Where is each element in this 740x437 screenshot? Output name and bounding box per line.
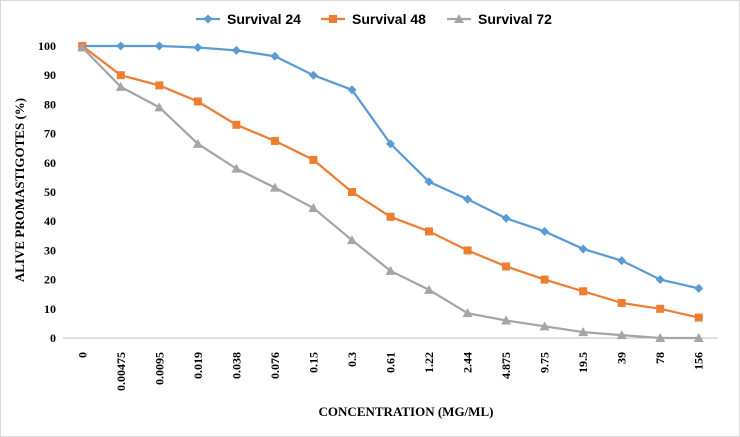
y-tick-label: 0 <box>50 331 56 345</box>
y-axis-ticks: 0 10 20 30 40 50 60 70 80 90 100 <box>38 39 56 345</box>
data-point <box>501 315 512 325</box>
data-point <box>385 265 396 275</box>
data-point <box>617 298 626 307</box>
x-tick-label: 0.038 <box>229 352 243 379</box>
series-survival-48 <box>78 42 703 322</box>
data-point <box>386 139 395 149</box>
x-axis-title: CONCENTRATION (MG/ML) <box>319 404 494 419</box>
x-tick-label: 0.15 <box>306 352 320 373</box>
series-layer <box>77 41 704 342</box>
data-point <box>463 194 473 204</box>
data-point <box>578 244 588 254</box>
data-point <box>231 163 242 173</box>
legend-marker <box>203 14 213 24</box>
x-tick-label: 0.3 <box>345 352 359 367</box>
data-point <box>270 136 279 145</box>
y-tick-label: 100 <box>38 39 56 53</box>
data-point <box>424 284 435 294</box>
data-point <box>269 182 280 192</box>
data-point <box>346 235 357 245</box>
y-tick-label: 30 <box>44 243 56 257</box>
data-point <box>193 42 203 52</box>
legend-marker <box>454 14 464 23</box>
data-point <box>540 226 550 236</box>
data-point <box>155 81 164 90</box>
data-point <box>115 81 126 91</box>
data-point <box>386 212 395 221</box>
y-tick-label: 80 <box>44 97 56 111</box>
data-point <box>309 155 318 164</box>
x-tick-label: 4.875 <box>499 352 513 379</box>
data-point <box>694 283 704 293</box>
x-tick-label: 0.61 <box>384 352 398 373</box>
data-point <box>347 188 356 196</box>
legend: Survival 24 Survival 48 Survival 72 <box>196 11 552 27</box>
x-tick-label: 0.019 <box>191 352 205 379</box>
data-point <box>694 313 703 322</box>
data-point <box>347 85 357 95</box>
data-point <box>655 333 666 342</box>
series-line <box>82 44 699 290</box>
data-point <box>231 45 241 55</box>
series-survival-72 <box>77 42 704 342</box>
y-tick-label: 90 <box>44 68 56 82</box>
data-point <box>501 213 511 223</box>
x-tick-label: 156 <box>692 352 706 370</box>
y-axis-title: ALIVE PROMASTIGOTES (%) <box>12 98 27 282</box>
legend-label: Survival 24 <box>227 11 301 27</box>
x-tick-label: 0.0095 <box>152 352 166 385</box>
legend-item: Survival 72 <box>447 11 552 27</box>
x-tick-label: 1.22 <box>422 352 436 373</box>
data-point <box>154 102 165 112</box>
data-point <box>308 203 319 213</box>
x-axis-ticks: 0 0.00475 0.0095 0.019 0.038 0.076 0.15 0.3 0.61… <box>75 352 705 391</box>
data-point <box>193 97 202 106</box>
data-point <box>77 42 88 52</box>
data-point <box>656 304 665 313</box>
series-line <box>81 45 699 319</box>
data-point <box>539 321 550 331</box>
x-tick-label: 0.00475 <box>114 352 128 391</box>
data-point <box>616 330 627 340</box>
y-tick-label: 20 <box>44 273 56 287</box>
data-point <box>693 333 704 342</box>
data-point <box>655 275 665 285</box>
legend-label: Survival 72 <box>478 11 552 27</box>
data-point <box>270 51 280 61</box>
data-point <box>116 41 126 51</box>
data-point <box>540 275 549 284</box>
x-tick-label: 78 <box>653 352 667 364</box>
legend-item: Survival 48 <box>321 11 426 27</box>
series-survival-24 <box>77 41 704 293</box>
data-point <box>502 262 511 271</box>
x-tick-label: 19.5 <box>576 352 590 373</box>
data-point <box>192 138 203 148</box>
data-point <box>578 327 589 337</box>
data-point <box>116 71 125 80</box>
y-tick-label: 70 <box>44 127 56 141</box>
data-point <box>424 177 434 187</box>
y-tick-label: 10 <box>44 302 56 316</box>
data-point <box>154 41 164 51</box>
y-tick-label: 60 <box>44 156 56 170</box>
x-tick-label: 2.44 <box>461 352 475 373</box>
x-tick-label: 9.75 <box>538 352 552 373</box>
legend-item: Survival 24 <box>196 11 301 27</box>
data-point <box>308 70 318 80</box>
data-point <box>462 308 473 318</box>
x-tick-label: 0 <box>75 352 89 358</box>
legend-marker <box>329 15 337 23</box>
data-point <box>579 287 588 296</box>
data-point <box>425 227 434 236</box>
data-point <box>463 246 472 255</box>
y-tick-label: 40 <box>44 214 56 228</box>
y-tick-label: 50 <box>44 185 56 199</box>
x-tick-label: 0.076 <box>268 352 282 379</box>
x-tick-label: 39 <box>615 352 629 364</box>
data-point <box>232 120 241 129</box>
data-point <box>617 256 627 266</box>
legend-label: Survival 48 <box>352 11 426 27</box>
